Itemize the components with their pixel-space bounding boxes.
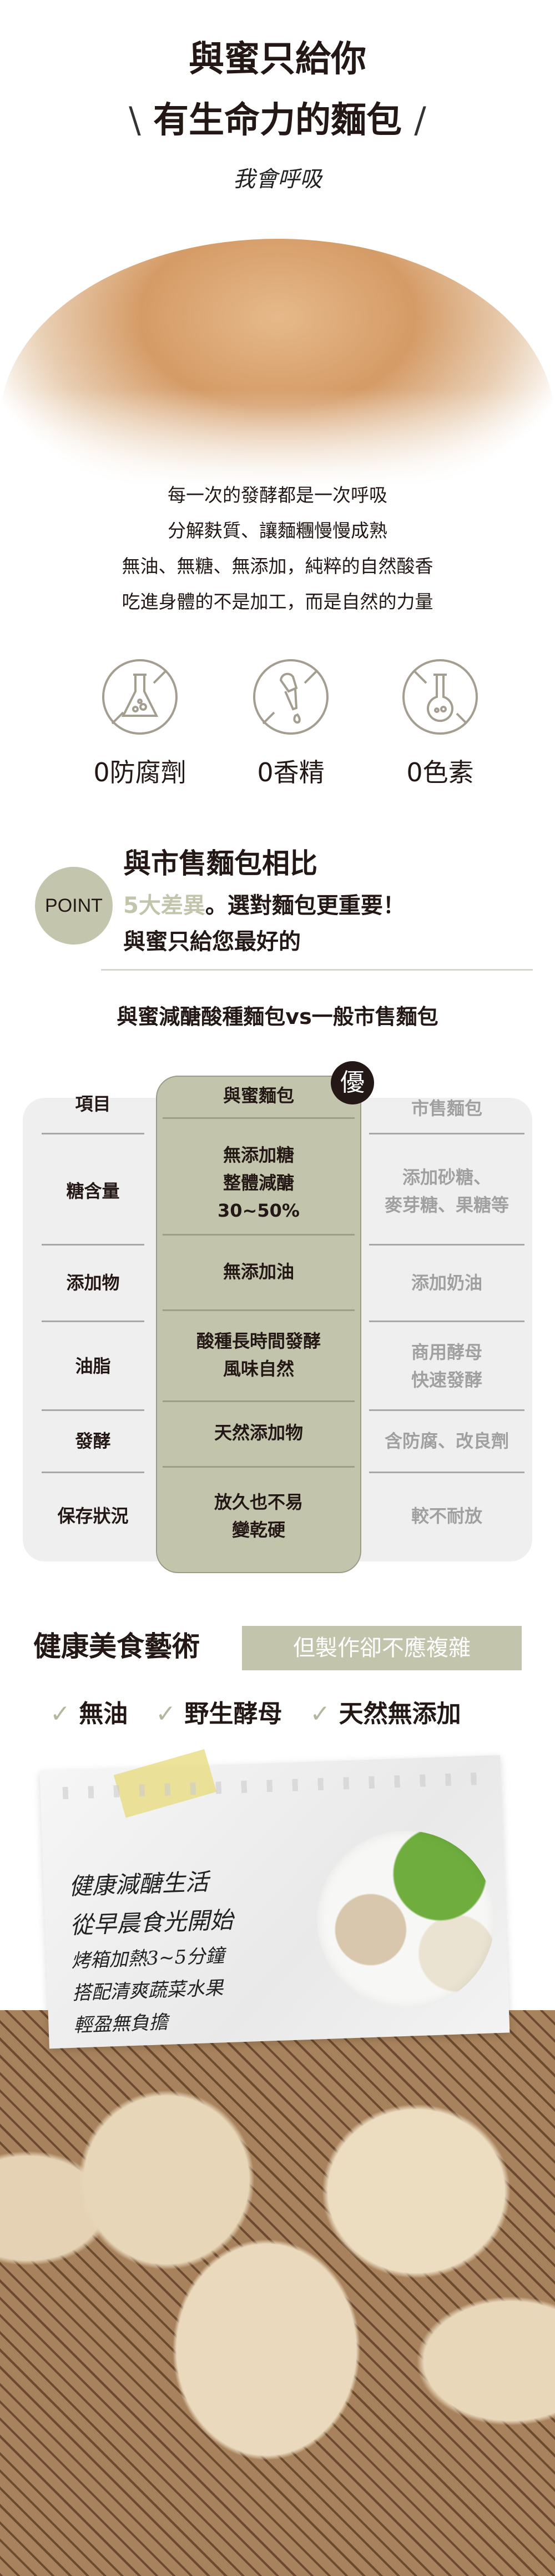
row-market: 添加奶油 bbox=[411, 1272, 482, 1293]
no-dropper-icon bbox=[253, 659, 329, 735]
intro-line: 分解麩質、讓麵糰慢慢成熟 bbox=[168, 520, 387, 541]
row-market: 較不耐放 bbox=[411, 1505, 482, 1526]
row-ours: 無添加糖 整體減醣 30~50% bbox=[218, 1144, 300, 1221]
row-divider bbox=[163, 1234, 355, 1236]
art-title: 健康美食藝術 bbox=[33, 1630, 200, 1663]
row-divider bbox=[163, 1117, 355, 1119]
check-item: ✓ 無油 bbox=[50, 1694, 128, 1729]
divider bbox=[101, 969, 533, 971]
no-round-flask-icon bbox=[402, 659, 478, 735]
row-divider bbox=[163, 1400, 355, 1402]
no-flask-icon bbox=[102, 659, 178, 735]
row-divider bbox=[369, 1244, 524, 1246]
check-item: ✓ 天然無添加 bbox=[310, 1694, 461, 1729]
row-divider bbox=[42, 1472, 144, 1473]
point-subtitle: 5大差異。選對麵包更重要！ bbox=[123, 887, 405, 920]
slash-left: \ bbox=[129, 100, 141, 141]
row-label: 保存狀況 bbox=[57, 1505, 129, 1526]
row-ours: 天然添加物 bbox=[214, 1422, 303, 1443]
row-market: 商用酵母 快速發酵 bbox=[411, 1342, 482, 1390]
hero-title-text: 有生命力的麵包 bbox=[153, 99, 402, 141]
intro-text: 每一次的發酵都是一次呼吸 分解麩質、讓麵糰慢慢成熟 無油、無糖、無添加，純粹的自… bbox=[0, 478, 555, 620]
header-market: 市售麵包 bbox=[411, 1097, 482, 1119]
row-label: 添加物 bbox=[66, 1272, 120, 1293]
check-icon: ✓ bbox=[310, 1700, 331, 1728]
row-label: 發酵 bbox=[75, 1430, 111, 1452]
art-tag: 但製作卻不應複雜 bbox=[242, 1626, 522, 1670]
check-list: ✓ 無油 ✓ 野生酵母 ✓ 天然無添加 bbox=[50, 1694, 461, 1729]
note-line: 健康減醣生活 bbox=[68, 1868, 209, 1900]
row-divider bbox=[42, 1133, 144, 1134]
note-line: 從早晨食光開始 bbox=[69, 1906, 234, 1939]
point-line3: 與蜜只給您最好的 bbox=[123, 929, 301, 955]
hero-title-line2: \ 有生命力的麵包 / bbox=[0, 92, 555, 143]
row-divider bbox=[163, 1466, 355, 1468]
note-text: 健康減醣生活 從早晨食光開始 烤箱加熱3~5分鐘 搭配清爽蔬菜水果 輕盈無負擔 bbox=[68, 1862, 238, 2042]
row-divider bbox=[369, 1320, 524, 1322]
check-item: ✓ 野生酵母 bbox=[155, 1694, 282, 1729]
slash-right: / bbox=[414, 100, 426, 141]
row-ours: 無添加油 bbox=[223, 1261, 294, 1282]
header-item: 項目 bbox=[75, 1093, 111, 1114]
row-label: 糖含量 bbox=[66, 1181, 120, 1202]
hero-title-line1: 與蜜只給你 bbox=[189, 38, 366, 80]
superior-badge: 優 bbox=[331, 1061, 374, 1104]
point-subtitle-rest: 。選對麵包更重要！ bbox=[205, 893, 405, 918]
point-highlight: 5大差異 bbox=[123, 893, 205, 918]
intro-line: 吃進身體的不是加工，而是自然的力量 bbox=[122, 591, 433, 612]
row-divider bbox=[369, 1133, 524, 1134]
point-title: 與市售麵包相比 bbox=[123, 847, 317, 880]
check-label: 野生酵母 bbox=[184, 1700, 282, 1728]
row-ours: 酸種長時間發酵 風味自然 bbox=[196, 1330, 321, 1379]
note-line: 輕盈無負擔 bbox=[73, 2011, 169, 2037]
badge-label-flavoring: 0香精 bbox=[257, 757, 325, 787]
badge-label-coloring: 0色素 bbox=[406, 757, 474, 787]
row-divider bbox=[163, 1309, 355, 1311]
row-divider bbox=[369, 1472, 524, 1473]
point-badge: POINT bbox=[35, 867, 113, 945]
header-ours: 與蜜麵包 bbox=[223, 1084, 294, 1106]
hero-fade bbox=[0, 389, 555, 511]
check-label: 天然無添加 bbox=[339, 1700, 461, 1728]
breakfast-plate-photo bbox=[314, 1827, 498, 2012]
bread-photo bbox=[0, 2010, 555, 2576]
note-paper: 健康減醣生活 從早晨食光開始 烤箱加熱3~5分鐘 搭配清爽蔬菜水果 輕盈無負擔 bbox=[39, 1749, 510, 2049]
row-market: 添加砂糖、 麥芽糖、果糖等 bbox=[384, 1167, 509, 1216]
highlight-column bbox=[156, 1076, 361, 1573]
note-line: 搭配清爽蔬菜水果 bbox=[72, 1977, 224, 2005]
hero-handwriting: 我會呼吸 bbox=[233, 167, 322, 192]
note-line: 烤箱加熱3~5分鐘 bbox=[70, 1945, 225, 1972]
row-label: 油脂 bbox=[75, 1355, 111, 1377]
comparison-title: 與蜜減醣酸種麵包vs一般市售麵包 bbox=[117, 1005, 438, 1029]
check-label: 無油 bbox=[79, 1700, 128, 1728]
row-divider bbox=[42, 1409, 144, 1411]
check-icon: ✓ bbox=[50, 1700, 70, 1728]
row-divider bbox=[42, 1244, 144, 1246]
row-divider bbox=[369, 1409, 524, 1411]
intro-line: 無油、無糖、無添加，純粹的自然酸香 bbox=[122, 555, 433, 577]
badge-label-preservative: 0防腐劑 bbox=[93, 757, 186, 787]
check-icon: ✓ bbox=[155, 1700, 176, 1728]
row-market: 含防腐、改良劑 bbox=[384, 1430, 509, 1452]
row-divider bbox=[42, 1320, 144, 1322]
intro-line: 每一次的發酵都是一次呼吸 bbox=[168, 484, 387, 506]
row-ours: 放久也不易 變乾硬 bbox=[214, 1492, 303, 1540]
